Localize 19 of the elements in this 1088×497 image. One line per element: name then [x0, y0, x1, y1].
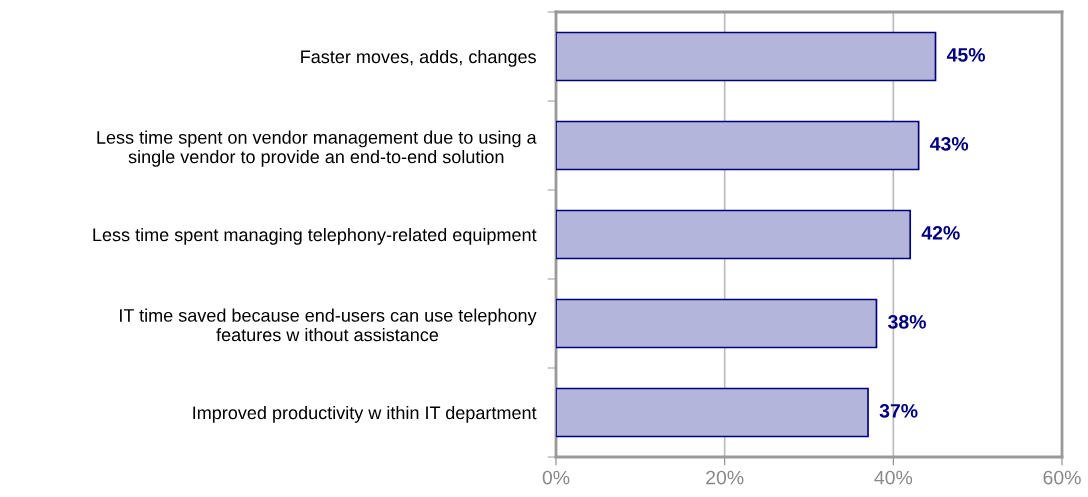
x-tick-label: 40% — [874, 470, 913, 485]
bar — [556, 209, 912, 260]
data-label: 37% — [879, 403, 918, 418]
data-label: 42% — [921, 225, 960, 240]
y-tick-label: Faster moves, adds, changes — [301, 49, 536, 67]
data-label: 45% — [946, 48, 986, 62]
data-label: 38% — [888, 314, 926, 329]
y-tick-label: IT time saved because end-users can use telephony features w ithout assistance — [120, 308, 537, 342]
x-tick-label: 60% — [1043, 470, 1081, 485]
x-tick-label: 20% — [706, 470, 744, 485]
y-tick-label: Less time spent on vendor management due to using a single vendor to provide an end-to-end solution — [97, 130, 537, 167]
x-tick-label: 0% — [542, 470, 570, 485]
data-label: 43% — [930, 136, 969, 151]
y-tick-label: Improved productivity w ithin IT department — [193, 405, 537, 423]
bar — [556, 387, 869, 438]
bar — [556, 31, 937, 82]
y-tick-label: Less time spent managing telephony-related equipment — [93, 227, 537, 245]
bar — [556, 298, 878, 349]
bar — [556, 120, 920, 171]
